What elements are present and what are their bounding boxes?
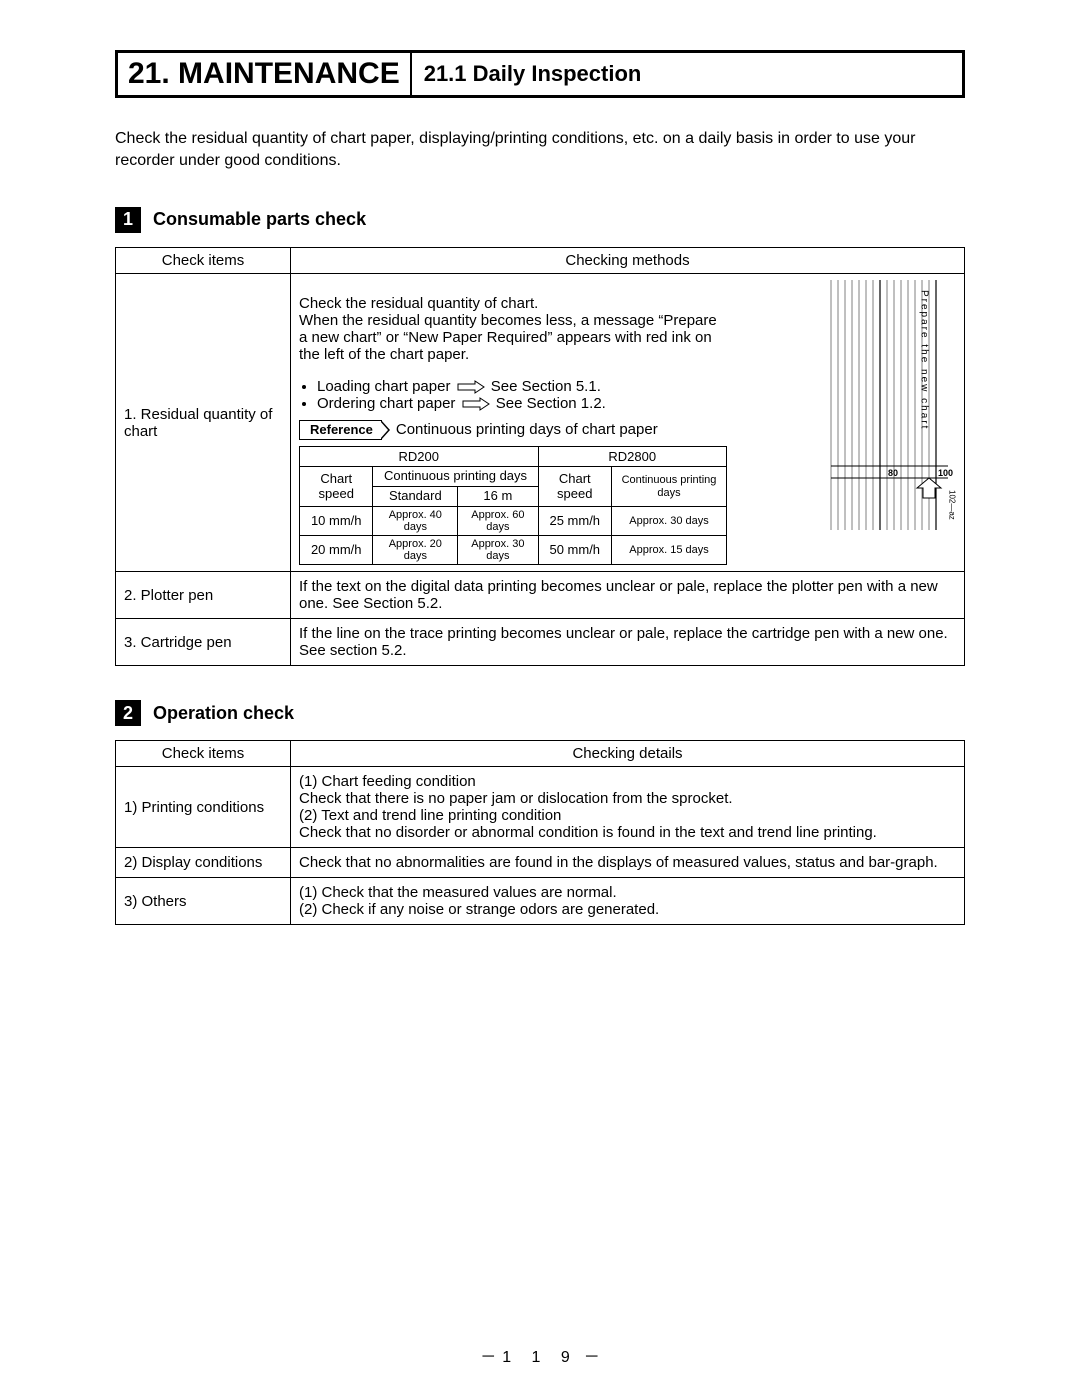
section-2-title: Operation check — [153, 703, 294, 724]
row-residual-item: 1. Residual quantity of chart — [116, 273, 291, 572]
bullets: Loading chart paper See Section 5.1. Ord… — [299, 378, 727, 412]
c: Approx. 20 days — [373, 536, 458, 565]
intro-text: Check the residual quantity of chart pap… — [115, 128, 965, 173]
section-1-title: Consumable parts check — [153, 209, 366, 230]
row-display-item: 2) Display conditions — [116, 848, 291, 878]
residual-lead-text: Check the residual quantity of chart. Wh… — [299, 295, 727, 363]
arrow-icon — [455, 378, 487, 395]
page-number: －1 1 9－ — [0, 1343, 1080, 1367]
section-2-num: 2 — [115, 700, 141, 726]
col-header-items-2: Check items — [116, 741, 291, 767]
hdr-l-speed: Chart speed — [300, 467, 373, 507]
svg-text:102—az: 102—az — [948, 490, 957, 520]
hdr-r-speed: Chart speed — [538, 467, 611, 507]
row-printing-item: 1) Printing conditions — [116, 767, 291, 848]
bullet-1: Loading chart paper See Section 5.1. — [317, 378, 727, 395]
row-others-item: 3) Others — [116, 878, 291, 925]
row-plotter-item: 2. Plotter pen — [116, 572, 291, 619]
col-header-details: Checking details — [291, 741, 965, 767]
section-number: 21.1 Daily Inspection — [412, 53, 654, 95]
inner-row-2: 20 mm/h Approx. 20 days Approx. 30 days … — [300, 536, 727, 565]
hdr-l-days: Continuous printing days — [373, 467, 538, 487]
hdr-std: Standard — [373, 487, 458, 507]
c: Approx. 40 days — [373, 506, 458, 535]
c: 50 mm/h — [538, 536, 611, 565]
chart-paper-icon: 80 100 Prepare the new chart 102—az — [826, 280, 956, 550]
row-plotter-text: If the text on the digital data printing… — [291, 572, 965, 619]
model-rd200: RD200 — [300, 447, 539, 467]
hdr-r-days: Continuous printing days — [612, 467, 727, 507]
c: Approx. 30 days — [458, 536, 538, 565]
bullet-2-see: See Section 1.2. — [496, 395, 606, 412]
printing-days-table: RD200 RD2800 Chart speed Continuous prin… — [299, 446, 727, 565]
row-printing-text: (1) Chart feeding condition Check that t… — [291, 767, 965, 848]
reference-tag: Reference — [299, 420, 382, 440]
row-display-text: Check that no abnormalities are found in… — [291, 848, 965, 878]
section-2-head: 2 Operation check — [115, 700, 965, 726]
hdr-16m: 16 m — [458, 487, 538, 507]
operation-check-table: Check items Checking details 1) Printing… — [115, 740, 965, 925]
row-cartridge-text: If the line on the trace printing become… — [291, 619, 965, 666]
bullet-1-label: Loading chart paper — [317, 378, 450, 395]
bullet-1-see: See Section 5.1. — [491, 378, 601, 395]
svg-text:Prepare the new chart: Prepare the new chart — [919, 290, 930, 430]
c: 25 mm/h — [538, 506, 611, 535]
bullet-2: Ordering chart paper See Section 1.2. — [317, 395, 727, 412]
chapter-header: 21. MAINTENANCE 21.1 Daily Inspection — [115, 50, 965, 98]
reference-row: Reference Continuous printing days of ch… — [299, 420, 727, 440]
section-1-head: 1 Consumable parts check — [115, 207, 965, 233]
row-others-text: (1) Check that the measured values are n… — [291, 878, 965, 925]
c: Approx. 60 days — [458, 506, 538, 535]
chapter-number: 21. MAINTENANCE — [118, 53, 412, 95]
row-cartridge-item: 3. Cartridge pen — [116, 619, 291, 666]
c: 10 mm/h — [300, 506, 373, 535]
model-rd2800: RD2800 — [538, 447, 726, 467]
c: Approx. 15 days — [612, 536, 727, 565]
reference-text: Continuous printing days of chart paper — [396, 421, 658, 438]
arrow-icon — [460, 395, 492, 412]
bullet-2-label: Ordering chart paper — [317, 395, 455, 412]
inner-row-1: 10 mm/h Approx. 40 days Approx. 60 days … — [300, 506, 727, 535]
c: 20 mm/h — [300, 536, 373, 565]
col-header-methods: Checking methods — [291, 247, 965, 273]
svg-text:80: 80 — [888, 468, 898, 478]
section-1-num: 1 — [115, 207, 141, 233]
c: Approx. 30 days — [612, 506, 727, 535]
consumable-parts-table: Check items Checking methods 1. Residual… — [115, 247, 965, 667]
row-residual-methods: Check the residual quantity of chart. Wh… — [291, 273, 965, 572]
svg-text:100: 100 — [938, 468, 953, 478]
col-header-items: Check items — [116, 247, 291, 273]
